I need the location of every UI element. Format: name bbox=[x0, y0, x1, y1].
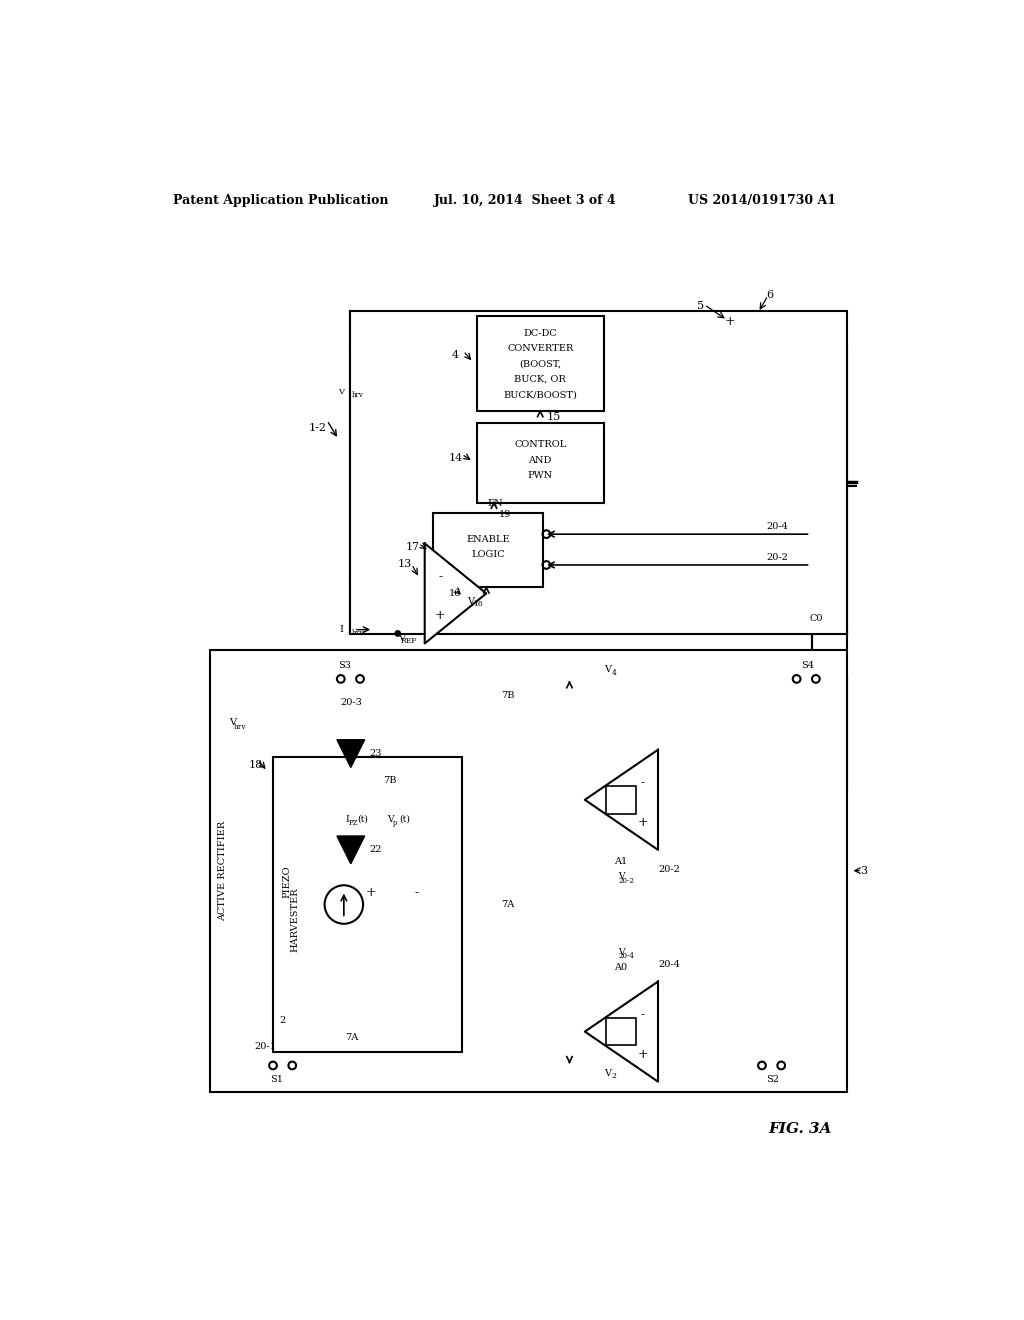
Text: 7B: 7B bbox=[501, 692, 515, 701]
Text: 20-2: 20-2 bbox=[658, 865, 681, 874]
Text: 20-3: 20-3 bbox=[341, 697, 362, 706]
Text: ACTIVE RECTIFIER: ACTIVE RECTIFIER bbox=[218, 821, 226, 921]
Text: I: I bbox=[346, 814, 349, 824]
Text: 5: 5 bbox=[696, 301, 703, 312]
Text: 22: 22 bbox=[370, 845, 382, 854]
Text: ENABLE: ENABLE bbox=[466, 535, 510, 544]
Polygon shape bbox=[337, 836, 365, 863]
Text: -: - bbox=[641, 776, 645, 789]
Text: Jul. 10, 2014  Sheet 3 of 4: Jul. 10, 2014 Sheet 3 of 4 bbox=[433, 194, 616, 207]
Text: +: + bbox=[637, 816, 648, 829]
Text: AND: AND bbox=[528, 455, 552, 465]
Text: CONVERTER: CONVERTER bbox=[507, 345, 573, 352]
Text: V: V bbox=[604, 665, 611, 675]
Text: PIEZO: PIEZO bbox=[283, 865, 292, 898]
Text: (BOOST,: (BOOST, bbox=[519, 359, 561, 368]
Text: US 2014/0191730 A1: US 2014/0191730 A1 bbox=[688, 194, 836, 207]
Text: 20-4: 20-4 bbox=[658, 960, 681, 969]
Polygon shape bbox=[425, 544, 486, 644]
Text: 4: 4 bbox=[611, 669, 616, 677]
Text: 3: 3 bbox=[860, 866, 867, 875]
Bar bbox=[605, 785, 637, 813]
Text: 14: 14 bbox=[449, 453, 463, 463]
Text: 6: 6 bbox=[766, 290, 773, 301]
Text: +: + bbox=[435, 609, 445, 622]
Text: p: p bbox=[393, 818, 397, 826]
Text: (t): (t) bbox=[399, 814, 411, 824]
Text: CONTROL: CONTROL bbox=[514, 441, 566, 449]
Text: hrv: hrv bbox=[351, 630, 365, 638]
Text: S4: S4 bbox=[801, 660, 814, 669]
Text: LOGIC: LOGIC bbox=[471, 550, 505, 560]
Text: A1: A1 bbox=[614, 857, 628, 866]
Text: hrv: hrv bbox=[233, 722, 246, 731]
Text: 2: 2 bbox=[611, 1072, 616, 1080]
Text: 20-2: 20-2 bbox=[618, 876, 635, 884]
Text: -: - bbox=[641, 1008, 645, 1022]
Text: REF: REF bbox=[401, 638, 418, 645]
Text: 20-4: 20-4 bbox=[618, 952, 635, 960]
Bar bbox=[477, 317, 604, 411]
Text: PZ: PZ bbox=[348, 818, 357, 826]
Bar bbox=[350, 312, 847, 635]
Text: V: V bbox=[604, 1069, 611, 1077]
Text: +: + bbox=[724, 315, 735, 329]
Text: FIG. 3A: FIG. 3A bbox=[769, 1122, 833, 1135]
Text: 23: 23 bbox=[370, 750, 382, 758]
Text: Patent Application Publication: Patent Application Publication bbox=[173, 194, 388, 207]
Polygon shape bbox=[337, 739, 365, 767]
Text: 7A: 7A bbox=[501, 900, 514, 909]
Text: V: V bbox=[398, 634, 406, 643]
Text: BUCK, OR: BUCK, OR bbox=[514, 375, 566, 384]
Text: A0: A0 bbox=[614, 964, 628, 972]
Text: 19: 19 bbox=[499, 510, 511, 519]
Polygon shape bbox=[585, 750, 658, 850]
Text: DC-DC: DC-DC bbox=[523, 329, 557, 338]
Bar bbox=[605, 1018, 637, 1045]
Bar bbox=[477, 424, 604, 503]
Text: 13: 13 bbox=[397, 560, 412, 569]
Text: 7A: 7A bbox=[345, 1034, 358, 1043]
Bar bbox=[433, 512, 543, 587]
Text: 15: 15 bbox=[547, 412, 561, 422]
Text: 17: 17 bbox=[406, 543, 420, 552]
Text: 4: 4 bbox=[452, 350, 459, 360]
Text: V: V bbox=[467, 597, 474, 606]
Text: EN: EN bbox=[487, 499, 504, 508]
Text: -: - bbox=[438, 570, 442, 583]
Text: I: I bbox=[340, 626, 344, 634]
Text: 7B: 7B bbox=[383, 776, 397, 785]
Text: 20-4: 20-4 bbox=[766, 521, 788, 531]
Text: V: V bbox=[338, 388, 344, 396]
Text: +: + bbox=[366, 886, 376, 899]
Text: hrv: hrv bbox=[351, 391, 364, 399]
Text: V: V bbox=[229, 718, 237, 727]
Bar bbox=[210, 649, 847, 1093]
Text: +: + bbox=[637, 1048, 648, 1061]
Polygon shape bbox=[585, 982, 658, 1081]
Text: BUCK/BOOST): BUCK/BOOST) bbox=[503, 391, 578, 399]
Text: C0: C0 bbox=[809, 614, 822, 623]
Text: HARVESTER: HARVESTER bbox=[290, 887, 299, 952]
Text: V: V bbox=[387, 814, 393, 824]
Bar bbox=[273, 758, 462, 1052]
Text: S3: S3 bbox=[338, 660, 351, 669]
Text: 16: 16 bbox=[473, 601, 482, 609]
Text: V: V bbox=[617, 948, 625, 957]
Text: (t): (t) bbox=[357, 814, 369, 824]
Text: 20-2: 20-2 bbox=[766, 553, 788, 562]
Circle shape bbox=[395, 631, 400, 636]
Text: 18: 18 bbox=[249, 760, 263, 770]
Text: PWN: PWN bbox=[527, 471, 553, 480]
Text: S1: S1 bbox=[270, 1074, 284, 1084]
Text: 1-2: 1-2 bbox=[308, 422, 327, 433]
Text: V: V bbox=[617, 873, 625, 882]
Text: 16: 16 bbox=[450, 589, 462, 598]
Text: 20-1: 20-1 bbox=[254, 1041, 276, 1051]
Text: 2: 2 bbox=[280, 1016, 286, 1026]
Text: -: - bbox=[415, 886, 419, 899]
Text: S2: S2 bbox=[766, 1074, 779, 1084]
